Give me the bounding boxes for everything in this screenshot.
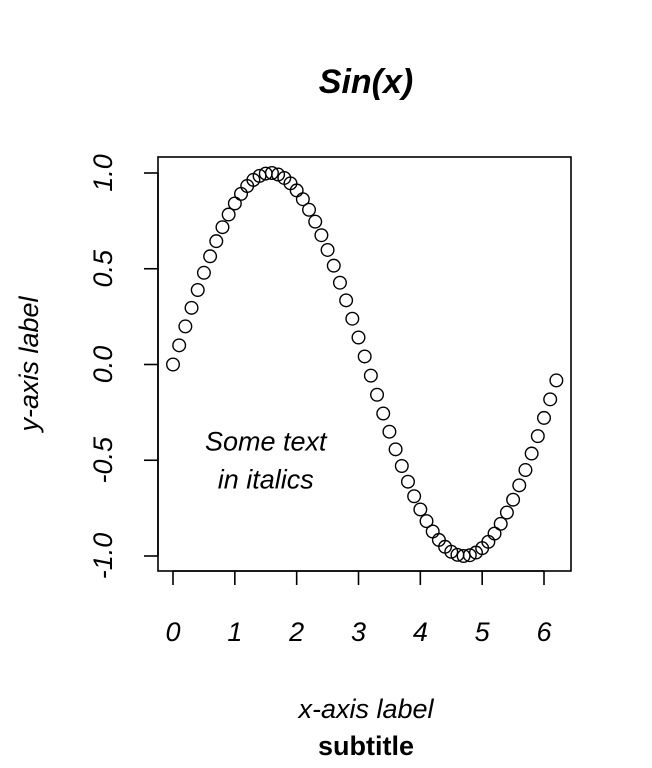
x-tick-label: 2 xyxy=(288,617,304,647)
data-point xyxy=(332,275,347,290)
y-axis: -1.0 -0.5 0.0 0.5 1.0 xyxy=(88,154,159,580)
data-point xyxy=(493,516,508,531)
y-tick-label: -1.0 xyxy=(88,533,118,580)
data-point xyxy=(512,478,527,493)
data-point xyxy=(462,548,477,563)
x-tick-label: 0 xyxy=(165,617,180,647)
data-point xyxy=(178,319,193,334)
data-point xyxy=(326,258,341,273)
data-point xyxy=(363,368,378,383)
x-tick-label: 5 xyxy=(475,617,491,647)
data-point xyxy=(351,330,366,345)
data-point xyxy=(407,489,422,504)
data-point xyxy=(215,220,230,235)
data-point xyxy=(419,514,434,529)
chart-title: Sin(x) xyxy=(319,63,413,101)
y-tick-label: 0.5 xyxy=(88,249,118,288)
data-point xyxy=(537,410,552,425)
data-point xyxy=(165,357,180,372)
y-tick-label: -0.5 xyxy=(88,436,118,484)
data-point xyxy=(184,300,199,315)
data-point xyxy=(425,524,440,539)
data-point xyxy=(339,293,354,308)
data-point xyxy=(394,458,409,473)
data-point xyxy=(370,387,385,402)
x-tick-label: 4 xyxy=(413,617,428,647)
data-point xyxy=(543,392,558,407)
data-point xyxy=(357,349,372,364)
data-point xyxy=(518,463,533,478)
x-tick-label: 1 xyxy=(227,617,242,647)
annotation-text: in italics xyxy=(218,464,314,494)
x-axis: 0 1 2 3 4 5 6 xyxy=(165,570,552,647)
x-axis-label: x-axis label xyxy=(296,694,434,724)
data-point xyxy=(320,242,335,257)
data-point xyxy=(302,202,317,217)
data-point xyxy=(190,283,205,298)
data-point xyxy=(499,505,514,520)
data-point xyxy=(196,265,211,280)
y-tick-label: 1.0 xyxy=(88,154,118,192)
data-point xyxy=(234,186,249,201)
data-point xyxy=(549,373,564,388)
data-point xyxy=(524,446,539,461)
data-point xyxy=(530,429,545,444)
data-point xyxy=(345,311,360,326)
plot-frame xyxy=(157,156,572,572)
chart-subtitle: subtitle xyxy=(318,731,414,761)
annotation-text: Some text xyxy=(205,426,328,456)
data-point xyxy=(308,214,323,229)
data-point xyxy=(487,526,502,541)
y-tick-label: 0.0 xyxy=(88,346,118,384)
annotations: Some text in italics xyxy=(205,426,328,494)
data-point xyxy=(295,192,310,207)
data-point xyxy=(400,474,415,489)
data-point xyxy=(506,492,521,507)
data-point xyxy=(172,338,187,353)
x-tick-label: 3 xyxy=(351,617,366,647)
data-point xyxy=(376,406,391,421)
x-tick-label: 6 xyxy=(536,617,552,647)
data-point xyxy=(413,502,428,517)
data-point xyxy=(388,442,403,457)
data-point xyxy=(227,196,242,211)
data-point xyxy=(264,165,279,180)
y-axis-label: y-axis label xyxy=(14,295,44,433)
data-point xyxy=(221,207,236,222)
data-point xyxy=(382,424,397,439)
data-points xyxy=(165,165,564,564)
data-point xyxy=(203,249,218,264)
data-point xyxy=(314,228,329,243)
data-point xyxy=(209,234,224,249)
